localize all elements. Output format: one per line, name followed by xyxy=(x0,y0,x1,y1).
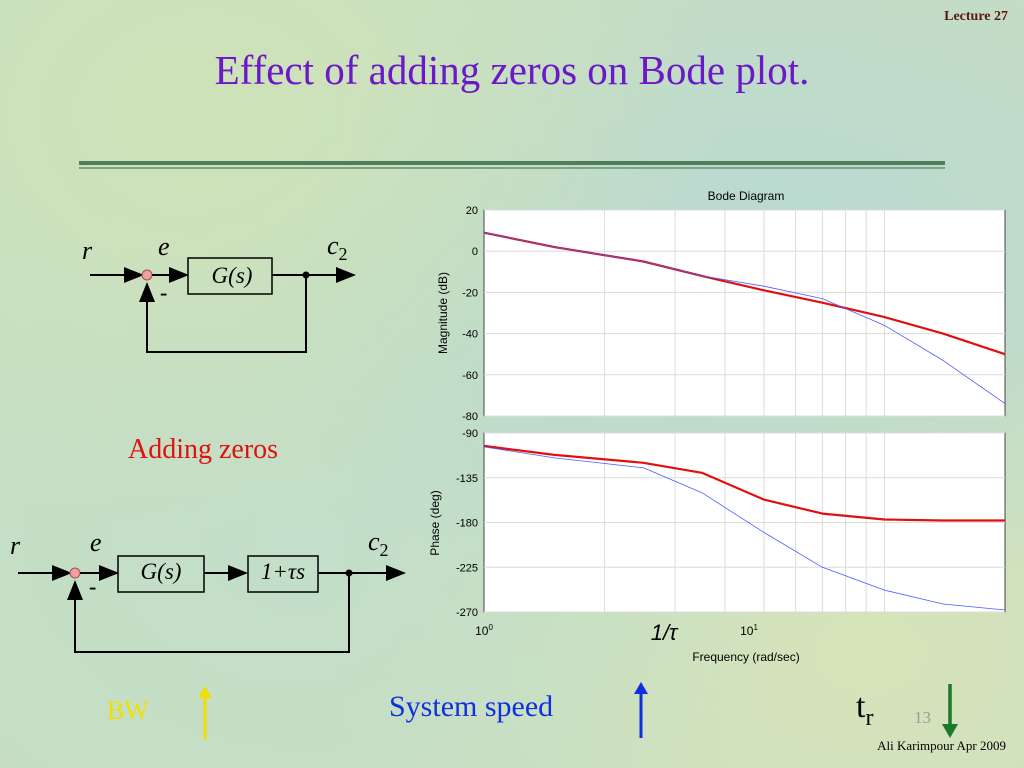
plant-label: G(s) xyxy=(211,263,253,288)
y-tick-label: -270 xyxy=(456,607,478,619)
summing-junction xyxy=(141,269,153,281)
footer-author: Ali Karimpour Apr 2009 xyxy=(877,738,1006,753)
error-label: e xyxy=(158,232,170,261)
summing-junction xyxy=(69,567,81,579)
rise-time-label: tr xyxy=(856,688,874,731)
y-tick-label: -80 xyxy=(462,411,478,423)
error-label: e xyxy=(90,528,102,557)
y-tick-label: -180 xyxy=(456,518,478,530)
block-diagram-original xyxy=(90,257,356,353)
speed-up-arrow-icon xyxy=(634,682,648,738)
adding-zeros-label: Adding zeros xyxy=(128,434,279,465)
corner-frequency-annotation: 1/τ xyxy=(651,620,679,645)
x-tick-label: 100 xyxy=(475,623,493,638)
y-tick-label: -225 xyxy=(456,562,478,574)
rise-time-down-arrow-icon xyxy=(942,684,958,738)
magnitude-plot-area xyxy=(483,209,1006,417)
block-diagram-with-zero xyxy=(18,555,406,653)
minus-sign: - xyxy=(160,280,168,305)
series-line-original xyxy=(483,446,1006,611)
feedback-path xyxy=(67,573,350,653)
y-tick-label: -40 xyxy=(462,329,478,341)
y-tick-label: -60 xyxy=(462,370,478,382)
title-divider xyxy=(79,161,945,165)
x-axis-label: Frequency (rad/sec) xyxy=(692,650,799,664)
y-tick-label: -20 xyxy=(462,287,478,299)
y-tick-label: 0 xyxy=(472,246,478,258)
feedback-path xyxy=(139,275,307,353)
magnitude-axis-label: Magnitude (dB) xyxy=(436,272,450,354)
bandwidth-up-arrow-icon xyxy=(198,686,212,740)
lecture-label: Lecture 27 xyxy=(944,9,1008,24)
y-tick-label: -135 xyxy=(456,473,478,485)
phase-axis-label: Phase (deg) xyxy=(428,490,442,555)
bode-chart: Bode Diagram 20 0 -20 -40 -60 -80 -90 -135 -180… xyxy=(428,189,1006,664)
zero-label: 1+τs xyxy=(260,559,306,584)
minus-sign: - xyxy=(89,574,97,599)
reference-label: r xyxy=(82,236,93,265)
slide-number: 13 xyxy=(914,708,931,727)
y-tick-label: 20 xyxy=(466,205,478,217)
slide-title: Effect of adding zeros on Bode plot. xyxy=(214,47,810,93)
title-divider-thin xyxy=(79,167,945,169)
output-label: c2 xyxy=(368,527,389,561)
output-label: c2 xyxy=(327,231,348,265)
plant-label: G(s) xyxy=(140,559,182,584)
system-speed-label: System speed xyxy=(389,690,554,723)
reference-label: r xyxy=(10,531,21,560)
y-tick-label: -90 xyxy=(462,428,478,440)
series-line-original xyxy=(483,232,1006,404)
x-tick-label: 101 xyxy=(740,623,758,638)
chart-title: Bode Diagram xyxy=(708,189,785,203)
bandwidth-label: BW xyxy=(107,696,149,725)
series-line-with-zero xyxy=(483,444,1005,522)
